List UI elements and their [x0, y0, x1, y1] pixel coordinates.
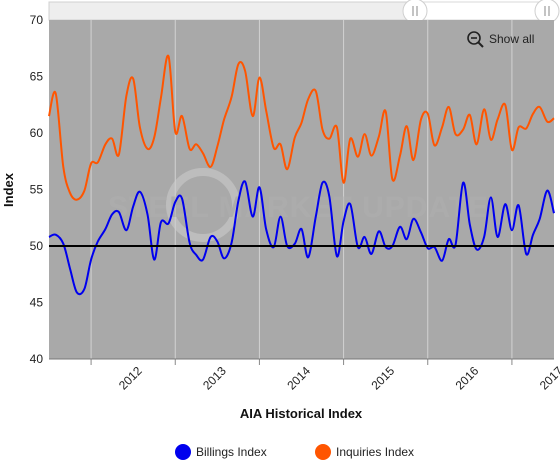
legend: Billings Index Inquiries Index: [175, 444, 414, 460]
x-tick-label-2012: 2012: [116, 364, 145, 393]
plot-area: [49, 20, 554, 359]
y-tick-label-40: 40: [30, 352, 44, 366]
x-tick-label-2017: 2017: [537, 364, 560, 393]
y-tick-label-45: 45: [30, 296, 44, 310]
series-layer: [48, 54, 555, 296]
x-axis: 2012 2013 2014 2015 2016 2017: [49, 358, 560, 393]
zoom-out-icon: [467, 31, 481, 45]
y-tick-label-50: 50: [30, 239, 44, 253]
legend-marker-billings: [175, 444, 191, 460]
show-all-label: Show all: [489, 32, 534, 46]
legend-marker-inquiries: [315, 444, 331, 460]
watermark-text: STEEL MARKET UPDATE: [108, 191, 489, 224]
watermark: STEEL MARKET UPDATE: [108, 168, 489, 242]
series-line-inquiries[interactable]: [48, 54, 555, 201]
x-axis-title: AIA Historical Index: [240, 406, 363, 421]
y-axis-title: Index: [1, 172, 16, 207]
navigator-handle-right[interactable]: [534, 0, 560, 24]
legend-item-inquiries[interactable]: Inquiries Index: [315, 444, 414, 460]
legend-item-billings[interactable]: Billings Index: [175, 444, 267, 460]
x-tick-label-2014: 2014: [284, 364, 313, 393]
navigator-range[interactable]: [414, 1, 548, 21]
y-tick-label-55: 55: [30, 183, 44, 197]
y-tick-label-65: 65: [30, 70, 44, 84]
zoom-out-icon-handle: [477, 41, 484, 48]
show-all-button[interactable]: Show all: [467, 31, 534, 48]
navigator-handle-left[interactable]: [402, 0, 428, 24]
legend-label-billings: Billings Index: [196, 445, 267, 459]
x-tick-label-2013: 2013: [200, 364, 229, 393]
y-tick-label-60: 60: [30, 126, 44, 140]
x-tick-label-2015: 2015: [368, 364, 397, 393]
legend-label-inquiries: Inquiries Index: [336, 445, 414, 459]
watermark-logo-circle: [166, 168, 240, 242]
y-axis: 40 45 50 55 60 65 70: [30, 13, 44, 366]
x-tick-label-2016: 2016: [453, 364, 482, 393]
series-line-billings[interactable]: [48, 180, 555, 296]
y-tick-label-70: 70: [30, 13, 44, 27]
